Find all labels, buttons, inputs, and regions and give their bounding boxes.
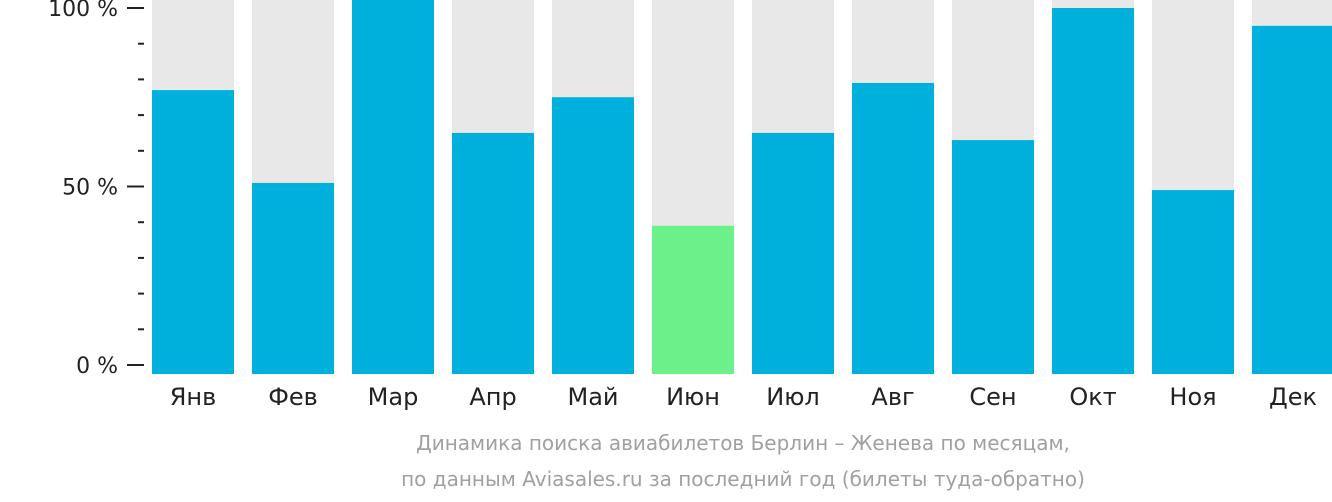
category-label: Мар (368, 383, 419, 411)
chart-caption-line-1: Динамика поиска авиабилетов Берлин – Жен… (416, 431, 1070, 455)
y-tick-label: 0 % (76, 354, 118, 379)
category-label: Июл (766, 383, 820, 411)
bar-12 (1252, 25, 1332, 374)
category-label: Апр (469, 383, 516, 411)
category-label: Янв (170, 383, 217, 411)
bar-1 (152, 90, 234, 375)
y-axis: 0 % 50 % 100 % (48, 0, 144, 379)
bar-9 (952, 140, 1034, 374)
bar-2 (252, 182, 334, 374)
bar-chart: 0 % 50 % 100 % Янв Фев Мар Апр Май Июн Июл Авг Сен… (48, 0, 1332, 411)
category-label: Окт (1069, 383, 1116, 411)
category-label: Сен (969, 383, 1016, 411)
bar-5 (552, 97, 634, 374)
category-label: Фев (268, 383, 318, 411)
category-label: Июн (666, 383, 720, 411)
bar-11 (1152, 190, 1234, 374)
category-label: Май (567, 383, 618, 411)
category-label: Ноя (1169, 383, 1216, 411)
bar-7 (752, 132, 834, 374)
category-label: Дек (1269, 383, 1317, 411)
y-tick-label: 50 % (62, 176, 118, 201)
bars (152, 0, 1332, 375)
bar-10 (1052, 8, 1134, 374)
category-labels: Янв Фев Мар Апр Май Июн Июл Авг Сен Окт Ноя Дек (170, 383, 1317, 411)
bar-3 (352, 0, 434, 374)
bar-8 (852, 82, 934, 374)
bar-4 (452, 132, 534, 374)
y-tick-label: 100 % (48, 0, 118, 22)
bar-6 (652, 225, 734, 374)
category-label: Авг (871, 383, 914, 411)
chart-caption-line-2: по данным Aviasales.ru за последний год … (401, 467, 1085, 491)
